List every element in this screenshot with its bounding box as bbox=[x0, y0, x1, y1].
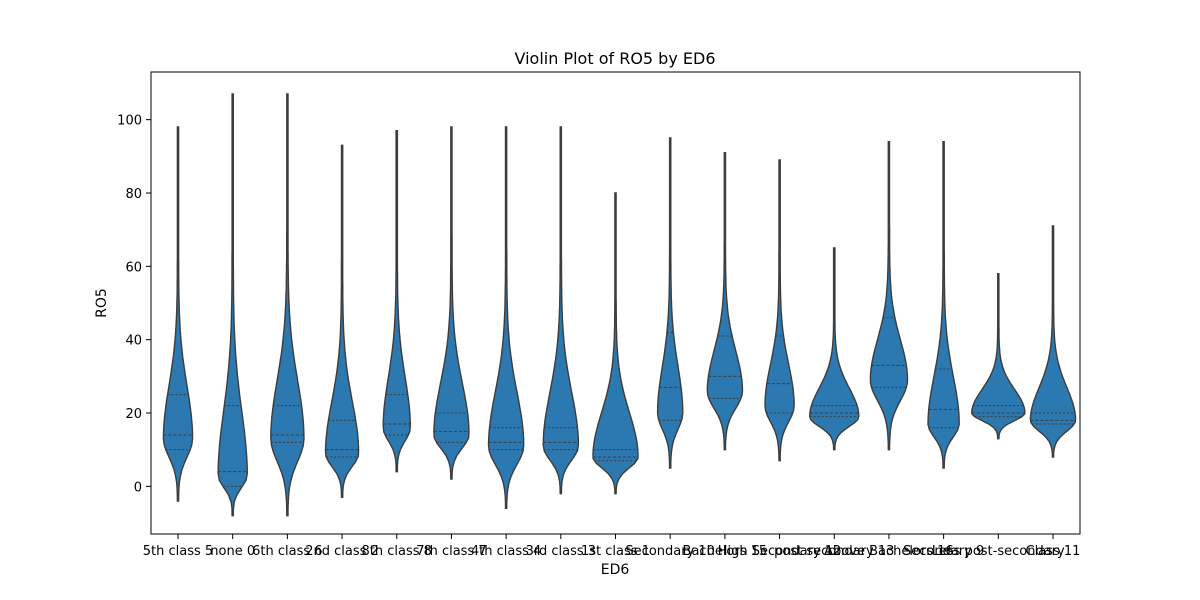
violin-body bbox=[592, 192, 639, 495]
y-tick-label: 80 bbox=[125, 187, 142, 202]
violin-body bbox=[542, 126, 580, 495]
y-tick-label: 20 bbox=[125, 407, 142, 422]
violin-body bbox=[971, 273, 1026, 440]
violin-body bbox=[324, 144, 360, 498]
x-tick-label: post secondary 13 bbox=[774, 544, 894, 559]
x-tick-label: Secondary 10 bbox=[625, 544, 715, 559]
violin-body bbox=[869, 141, 909, 451]
violin-body bbox=[217, 93, 249, 517]
violin-body bbox=[656, 137, 684, 469]
x-tick-label: 3rd class 3 bbox=[526, 544, 596, 559]
violin-body bbox=[162, 126, 194, 502]
x-tick-label: 5th class 5 bbox=[143, 544, 213, 559]
x-tick-label: 7th class 7 bbox=[416, 544, 486, 559]
violin-body bbox=[433, 126, 470, 480]
x-tick-label: Bachelors 15 bbox=[683, 544, 768, 559]
x-tick-label: 1st class 1 bbox=[581, 544, 650, 559]
violins-group bbox=[162, 93, 1077, 517]
x-tick-label: none 0 bbox=[210, 544, 255, 559]
y-axis: 0 20 40 60 80 100 bbox=[117, 114, 151, 495]
x-tick-label: 6th class 6 bbox=[252, 544, 322, 559]
x-tick-label: Secondary 9 bbox=[903, 544, 984, 559]
x-tick-label: Less post-secondary bbox=[932, 544, 1065, 559]
x-tick-label: 4th class 4 bbox=[471, 544, 541, 559]
y-tick-label: 100 bbox=[117, 114, 142, 129]
x-tick-label: Class 11 bbox=[1026, 544, 1081, 559]
violin-body bbox=[706, 152, 744, 451]
violin-body bbox=[927, 141, 960, 469]
y-tick-label: 60 bbox=[125, 260, 142, 275]
y-tick-label: 40 bbox=[125, 334, 142, 349]
violin-body bbox=[487, 126, 525, 509]
x-tick-label: Above Bachelors 16 bbox=[824, 544, 954, 559]
chart-title: Violin Plot of RO5 by ED6 bbox=[515, 49, 716, 68]
violin-body bbox=[808, 247, 860, 451]
x-axis-label: ED6 bbox=[601, 562, 630, 578]
x-tick-label: 8th class 8 bbox=[362, 544, 432, 559]
violin-body bbox=[1029, 225, 1077, 458]
x-tick-label: 2nd class 2 bbox=[305, 544, 379, 559]
y-axis-label: RO5 bbox=[94, 288, 110, 318]
y-tick-label: 0 bbox=[134, 480, 142, 495]
violin-body bbox=[270, 93, 305, 517]
violin-body bbox=[382, 130, 412, 473]
x-tick-label: High Secondary 12 bbox=[718, 544, 842, 559]
violin-body bbox=[764, 159, 795, 462]
